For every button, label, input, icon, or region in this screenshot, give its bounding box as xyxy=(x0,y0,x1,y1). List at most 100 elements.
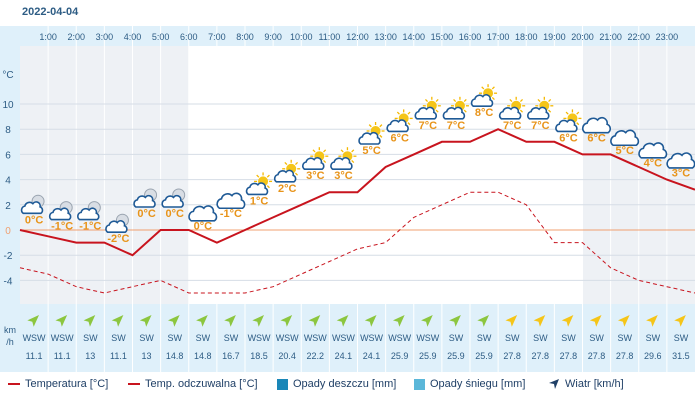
wind-speed: 11.1 xyxy=(110,351,127,361)
wind-arrow-icon xyxy=(561,315,574,327)
hour-label: 10:00 xyxy=(290,32,313,42)
temperature-label: 0°C xyxy=(25,214,44,226)
wind-speed: 25.9 xyxy=(391,351,409,361)
cloud-icon xyxy=(638,142,668,159)
wind-direction: SW xyxy=(589,333,604,343)
wind-arrow-icon xyxy=(308,315,321,327)
wind-speed: 22.2 xyxy=(307,351,325,361)
wind-arrow-icon xyxy=(421,315,433,327)
hour-label: 13:00 xyxy=(374,32,397,42)
wind-direction: SW xyxy=(505,333,520,343)
wind-speed: 13 xyxy=(142,351,152,361)
moon-cloud-icon xyxy=(77,201,101,221)
sun-cloud-icon xyxy=(555,109,582,133)
wind-direction: WSW xyxy=(23,333,46,343)
temperature-label: 7°C xyxy=(531,120,550,132)
wind-speed: 25.9 xyxy=(419,351,437,361)
wind-speed: 13 xyxy=(85,351,95,361)
wind-direction: SW xyxy=(449,333,464,343)
legend-item: Opady śniegu [mm] xyxy=(414,378,525,390)
cloud-icon xyxy=(610,129,640,147)
sun-cloud-icon xyxy=(273,159,301,183)
forecast-date: 2022-04-04 xyxy=(22,6,79,18)
sun-cloud-icon xyxy=(358,122,385,145)
wind-direction: WSW xyxy=(248,333,271,343)
y-tick-label: 4 xyxy=(5,176,11,187)
wind-speed: 27.8 xyxy=(616,351,634,361)
y-axis-unit: °C xyxy=(2,70,13,81)
wind-speed: 14.8 xyxy=(194,351,212,361)
wind-speed: 27.8 xyxy=(503,351,521,361)
legend-item: Temperatura [°C] xyxy=(8,378,108,390)
legend-line-swatch xyxy=(128,383,140,386)
hour-label: 16:00 xyxy=(459,32,482,42)
wind-speed: 27.8 xyxy=(560,351,578,361)
legend-item: Opady deszczu [mm] xyxy=(277,378,396,390)
y-tick-label: -4 xyxy=(4,276,13,287)
wind-direction: WSW xyxy=(304,333,327,343)
wind-direction: SW xyxy=(83,333,98,343)
wind-arrow-icon xyxy=(646,315,658,327)
y-tick-label: 8 xyxy=(5,125,11,136)
legend-label: Opady deszczu [mm] xyxy=(293,378,397,390)
temperature-label: 7°C xyxy=(503,120,522,132)
wind-axis-unit: km xyxy=(4,325,16,335)
wind-direction: SW xyxy=(111,333,126,343)
wind-arrow-icon xyxy=(83,315,96,327)
wind-direction: SW xyxy=(167,333,182,343)
wind-arrow-icon xyxy=(449,315,461,327)
temperature-label: 3°C xyxy=(672,168,691,180)
temperature-label: 0°C xyxy=(194,221,213,233)
wind-speed: 11.1 xyxy=(54,351,71,361)
wind-direction: SW xyxy=(196,333,211,343)
temperature-label: 3°C xyxy=(306,170,325,182)
sun-cloud-icon xyxy=(442,96,469,120)
hour-label: 12:00 xyxy=(346,32,369,42)
hour-label: 4:00 xyxy=(124,32,142,42)
wind-direction: WSW xyxy=(276,333,299,343)
y-tick-label: 2 xyxy=(5,201,11,212)
sun-cloud-icon xyxy=(470,84,498,107)
legend-label: Temperatura [°C] xyxy=(25,378,109,390)
wind-direction: WSW xyxy=(360,333,383,343)
wind-arrow-icon xyxy=(224,315,236,327)
wind-arrow-icon xyxy=(139,315,152,327)
moon-cloud-icon xyxy=(161,188,186,208)
temperature-label: -1°C xyxy=(220,208,242,220)
temperature-label: 6°C xyxy=(390,132,409,144)
wind-arrow-icon xyxy=(392,315,405,327)
hour-label: 2:00 xyxy=(67,32,85,42)
legend-label: Wiatr [km/h] xyxy=(565,378,624,390)
hour-label: 23:00 xyxy=(656,32,679,42)
wind-speed: 31.5 xyxy=(672,351,690,361)
temperature-label: 4°C xyxy=(644,158,663,170)
hour-label: 14:00 xyxy=(402,32,425,42)
temperature-label: -1°C xyxy=(51,221,73,233)
hour-label: 21:00 xyxy=(599,32,622,42)
y-axis-panel xyxy=(0,26,20,372)
moon-cloud-icon xyxy=(48,201,73,221)
wind-direction: SW xyxy=(561,333,576,343)
feels-like-line xyxy=(19,191,695,294)
y-tick-label: 0 xyxy=(5,226,11,237)
wind-arrow-icon xyxy=(280,315,293,327)
legend-label: Temp. odczuwalna [°C] xyxy=(145,378,258,390)
moon-cloud-icon xyxy=(20,194,45,215)
hour-label: 6:00 xyxy=(180,32,198,42)
hour-label: 20:00 xyxy=(571,32,594,42)
wind-direction: WSW xyxy=(51,333,74,343)
hour-label: 8:00 xyxy=(236,32,254,42)
wind-arrow-icon xyxy=(589,315,602,327)
wind-direction: SW xyxy=(533,333,548,343)
sun-cloud-icon xyxy=(498,96,526,120)
wind-speed: 25.9 xyxy=(475,351,493,361)
moon-cloud-icon xyxy=(105,213,129,233)
temperature-label: 7°C xyxy=(419,120,438,132)
legend-box-swatch xyxy=(277,378,288,390)
wind-direction: SW xyxy=(477,333,492,343)
wind-speed: 16.7 xyxy=(222,351,240,361)
hour-label: 7:00 xyxy=(208,32,226,42)
hour-label: 9:00 xyxy=(264,32,282,42)
wind-speed: 25.9 xyxy=(447,351,465,361)
